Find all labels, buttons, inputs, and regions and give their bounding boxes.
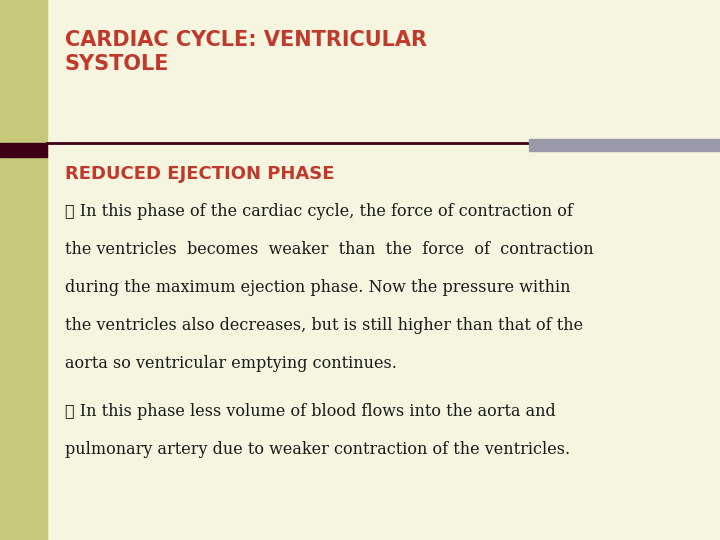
Bar bbox=[529, 139, 720, 151]
Text: ❑ In this phase less volume of blood flows into the aorta and: ❑ In this phase less volume of blood flo… bbox=[65, 403, 556, 420]
Text: REDUCED EJECTION PHASE: REDUCED EJECTION PHASE bbox=[65, 165, 334, 183]
Text: during the maximum ejection phase. Now the pressure within: during the maximum ejection phase. Now t… bbox=[65, 279, 570, 296]
Text: CARDIAC CYCLE: VENTRICULAR
SYSTOLE: CARDIAC CYCLE: VENTRICULAR SYSTOLE bbox=[65, 30, 427, 74]
Text: the ventricles also decreases, but is still higher than that of the: the ventricles also decreases, but is st… bbox=[65, 317, 583, 334]
Bar bbox=[0, 143, 47, 157]
Text: pulmonary artery due to weaker contraction of the ventricles.: pulmonary artery due to weaker contracti… bbox=[65, 441, 570, 458]
Text: ❑ In this phase of the cardiac cycle, the force of contraction of: ❑ In this phase of the cardiac cycle, th… bbox=[65, 203, 572, 220]
Bar bbox=[0, 0, 47, 540]
Text: aorta so ventricular emptying continues.: aorta so ventricular emptying continues. bbox=[65, 355, 397, 372]
Text: the ventricles  becomes  weaker  than  the  force  of  contraction: the ventricles becomes weaker than the f… bbox=[65, 241, 593, 258]
